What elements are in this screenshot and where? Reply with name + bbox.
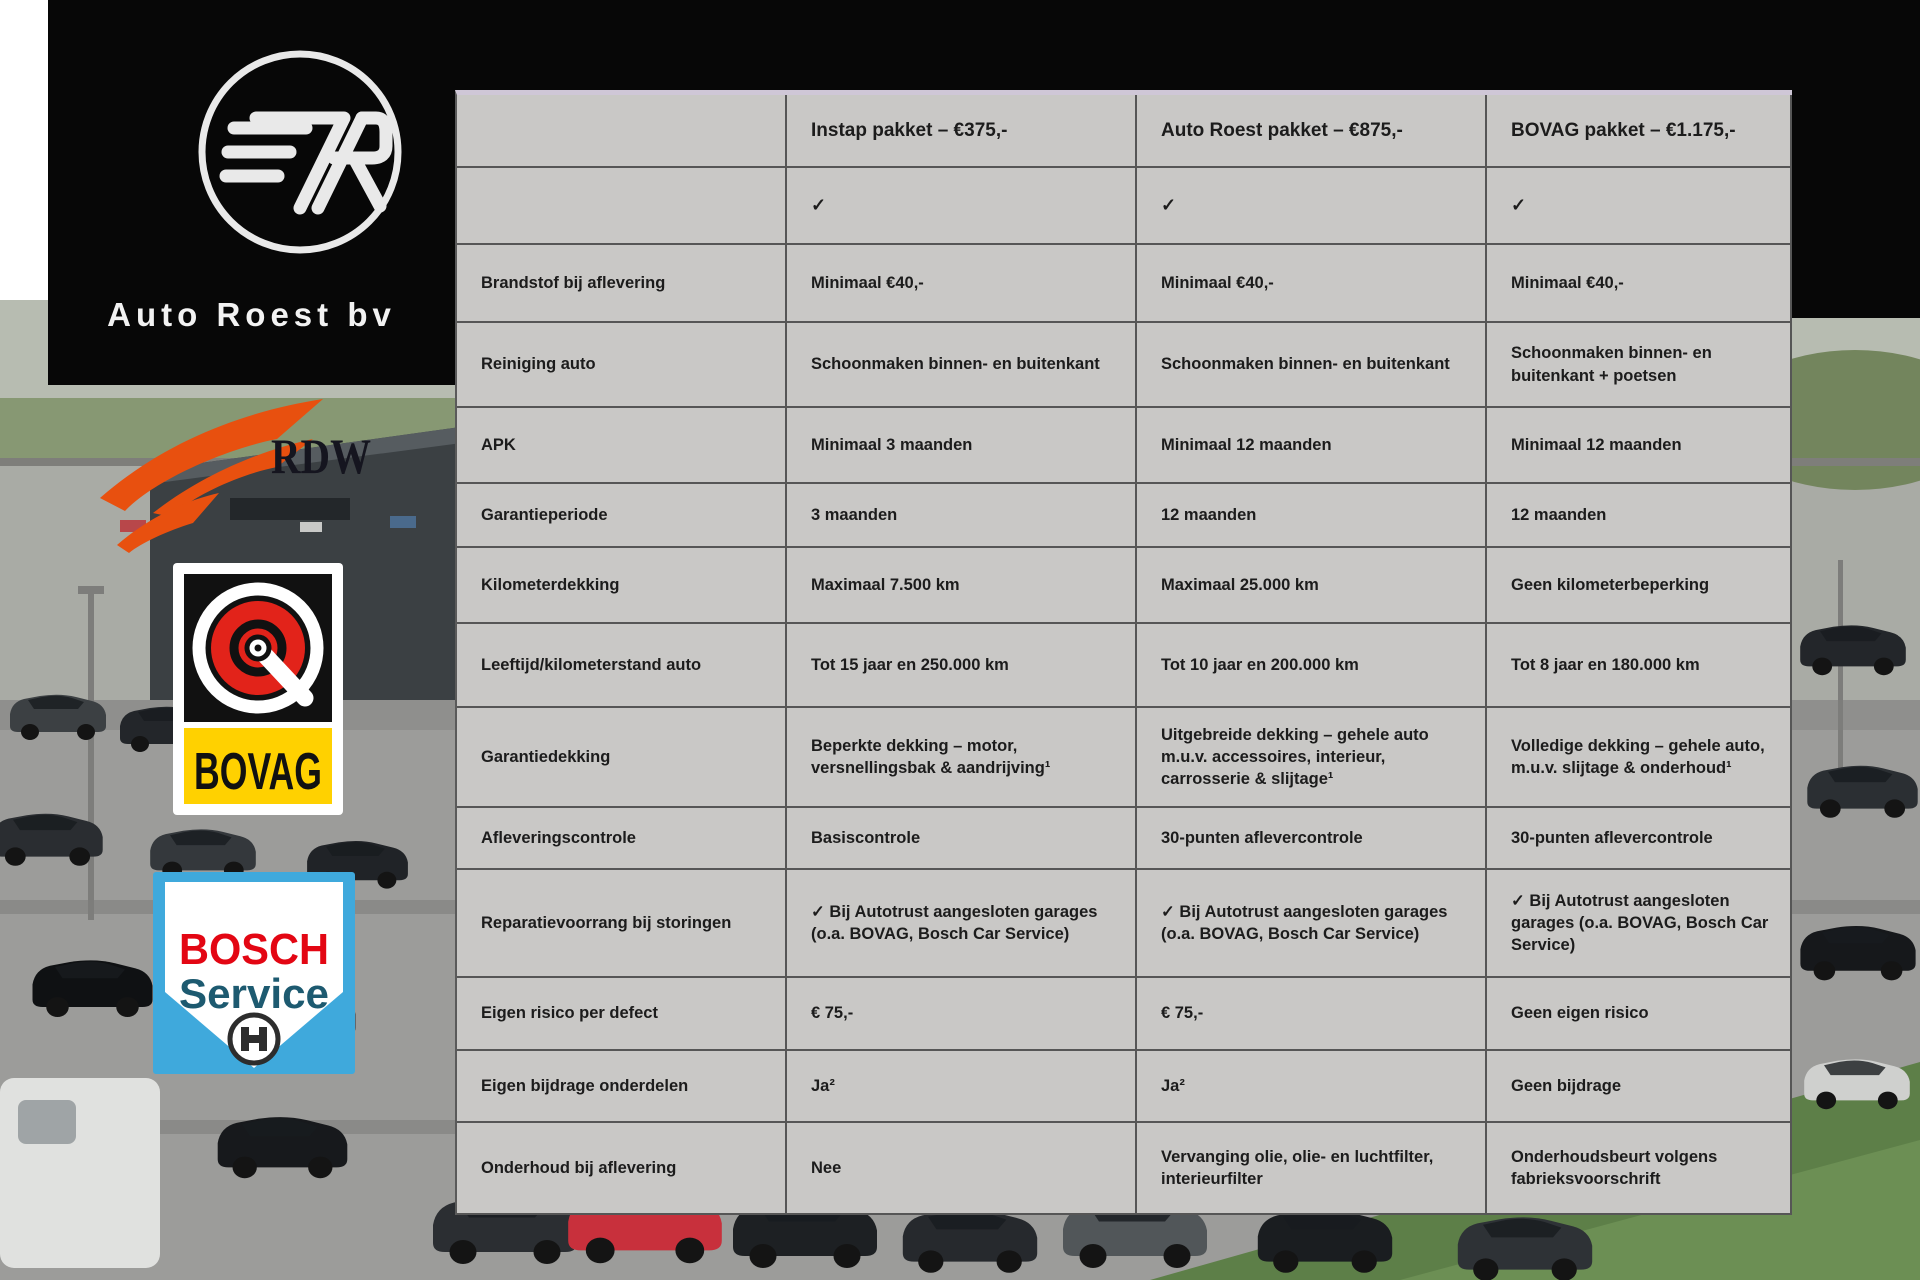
table-cell: Schoonmaken binnen- en buitenkant <box>787 323 1137 408</box>
table-cell: Maximaal 25.000 km <box>1137 548 1487 624</box>
table-cell: Geen kilometerbeperking <box>1487 548 1792 624</box>
header-bovag-pakket: BOVAG pakket – €1.175,- <box>1487 95 1792 168</box>
table-cell: Maximaal 7.500 km <box>787 548 1137 624</box>
header-empty <box>457 95 787 168</box>
row-label <box>457 168 787 245</box>
table-cell: € 75,- <box>787 978 1137 1051</box>
row-label: Reiniging auto <box>457 323 787 408</box>
table-cell: Beperkte dekking – motor, versnellingsba… <box>787 708 1137 808</box>
table-cell: Tot 15 jaar en 250.000 km <box>787 624 1137 708</box>
table-cell: Vervanging olie, olie- en luchtfilter, i… <box>1137 1123 1487 1215</box>
header-instap-pakket: Instap pakket – €375,- <box>787 95 1137 168</box>
table-cell: Geen eigen risico <box>1487 978 1792 1051</box>
bosch-service-label: Service <box>179 970 329 1017</box>
table-cell: Minimaal €40,- <box>1487 245 1792 323</box>
table-cell: 3 maanden <box>787 484 1137 548</box>
table-cell: Basiscontrole <box>787 808 1137 870</box>
table-cell: 30-punten aflevercontrole <box>1487 808 1792 870</box>
auto-roest-circle-logo-icon <box>198 50 402 254</box>
table-cell: € 75,- <box>1137 978 1487 1051</box>
row-label: Leeftijd/kilometerstand auto <box>457 624 787 708</box>
table-cell: Ja² <box>1137 1051 1487 1123</box>
bovag-logo: BOVAG <box>173 563 343 815</box>
company-name: Auto Roest bv <box>107 296 396 333</box>
row-label: Eigen risico per defect <box>457 978 787 1051</box>
row-label: Eigen bijdrage onderdelen <box>457 1051 787 1123</box>
table-cell: Minimaal 3 maanden <box>787 408 1137 484</box>
table-cell: Tot 8 jaar en 180.000 km <box>1487 624 1792 708</box>
table-cell: Ja² <box>787 1051 1137 1123</box>
table-cell: Geen bijdrage <box>1487 1051 1792 1123</box>
table-cell: Onderhoudsbeurt volgens fabrieksvoorschr… <box>1487 1123 1792 1215</box>
bosch-service-logo: BOSCH Service <box>153 872 355 1074</box>
table-cell: Minimaal €40,- <box>1137 245 1487 323</box>
checkmark-icon: ✓ <box>1487 168 1792 245</box>
table-cell: Schoonmaken binnen- en buitenkant <box>1137 323 1487 408</box>
row-label: Onderhoud bij aflevering <box>457 1123 787 1215</box>
table-cell: Volledige dekking – gehele auto, m.u.v. … <box>1487 708 1792 808</box>
package-comparison-table: Instap pakket – €375,- Auto Roest pakket… <box>455 90 1792 1215</box>
bovag-label: BOVAG <box>194 743 322 801</box>
row-label: Brandstof bij aflevering <box>457 245 787 323</box>
row-label: Afleveringscontrole <box>457 808 787 870</box>
table-cell: ✓ Bij Autotrust aangesloten garages (o.a… <box>787 870 1137 978</box>
row-label: Garantieperiode <box>457 484 787 548</box>
rdw-logo: RDW <box>100 399 371 553</box>
checkmark-icon: ✓ <box>1137 168 1487 245</box>
table-cell: Minimaal 12 maanden <box>1487 408 1792 484</box>
row-label: APK <box>457 408 787 484</box>
table-cell: ✓ Bij Autotrust aangesloten garages (o.a… <box>1137 870 1487 978</box>
table-cell: Uitgebreide dekking – gehele auto m.u.v.… <box>1137 708 1487 808</box>
table-cell: Nee <box>787 1123 1137 1215</box>
checkmark-icon: ✓ <box>787 168 1137 245</box>
table-cell: ✓ Bij Autotrust aangesloten garages (o.a… <box>1487 870 1792 978</box>
table-cell: Minimaal €40,- <box>787 245 1137 323</box>
table-cell: Schoonmaken binnen- en buitenkant + poet… <box>1487 323 1792 408</box>
table-cell: Tot 10 jaar en 200.000 km <box>1137 624 1487 708</box>
header-auto-roest-pakket: Auto Roest pakket – €875,- <box>1137 95 1487 168</box>
row-label: Kilometerdekking <box>457 548 787 624</box>
table-cell: 12 maanden <box>1487 484 1792 548</box>
rdw-label: RDW <box>271 428 371 484</box>
bosch-label: BOSCH <box>179 925 329 974</box>
table-cell: 30-punten aflevercontrole <box>1137 808 1487 870</box>
table-cell: Minimaal 12 maanden <box>1137 408 1487 484</box>
row-label: Reparatievoorrang bij storingen <box>457 870 787 978</box>
auto-roest-logo-block: Auto Roest bv <box>48 0 455 385</box>
table-cell: 12 maanden <box>1137 484 1487 548</box>
row-label: Garantiedekking <box>457 708 787 808</box>
